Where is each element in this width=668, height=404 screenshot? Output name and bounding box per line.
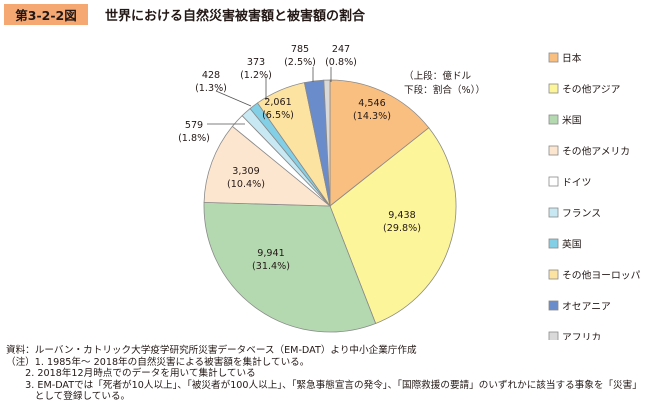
legend-swatch-2 [548,114,559,125]
figure-number-badge: 第3-2-2図 [4,4,88,25]
figure-title: 世界における自然災害被害額と被害額の割合 [105,9,366,24]
percent-label-7: (6.5%) [262,110,294,121]
unit-note-line2: 下段：割合（%）） [404,84,485,96]
percent-label-2: (31.4%) [252,261,290,272]
value-label-2: 9,941 [257,248,284,259]
value-label-0: 4,546 [358,98,385,109]
legend-label-5: フランス [562,208,601,220]
note-3: 3. EM-DATでは「死者が10人以上」、「被災者が100人以上」、「緊急事態… [6,379,642,391]
note-3-cont: として登録している。 [6,391,131,403]
pie-slice-3 [203,125,332,207]
legend-swatch-6 [548,238,559,249]
legend-label-8: オセアニア [562,301,611,313]
percent-label-0: (14.3%) [353,111,391,122]
value-label-6: 373 [247,57,265,68]
note-2: 2. 2018年12月時点でのデータを用いて集計している [6,368,256,380]
legend-label-6: 英国 [562,238,582,251]
legend-swatch-0 [548,52,559,63]
legend: 日本その他アジア米国その他アメリカドイツフランス英国その他ヨーロッパオセアニアア… [548,52,641,341]
legend-label-4: ドイツ [562,178,591,189]
legend-label-7: その他ヨーロッパ [562,269,641,282]
percent-label-8: (2.5%) [284,57,316,68]
pie-slice-9 [323,79,331,207]
value-label-9: 247 [332,44,350,55]
percent-label-1: (29.8%) [383,223,421,234]
percent-label-5: (1.3%) [195,83,227,94]
percent-label-6: (1.2%) [240,70,272,81]
legend-label-3: その他アメリカ [562,145,630,158]
value-label-3: 3,309 [232,166,259,177]
legend-swatch-5 [548,207,559,218]
leader-line-5 [215,90,252,107]
unit-note-line1: （上段：億ドル [404,70,472,82]
legend-swatch-4 [548,176,559,187]
value-label-7: 2,061 [264,97,291,108]
percent-label-3: (10.4%) [227,179,265,190]
value-label-1: 9,438 [388,210,415,221]
data-labels: 4,546 (14.3%) 9,438 (29.8%) 9,941 (31.4%) 3,30… [178,44,421,272]
legend-swatch-1 [548,83,559,94]
leader-lines [207,67,332,125]
value-label-4: 579 [185,120,203,131]
legend-swatch-8 [548,300,559,311]
pie-slices [203,79,457,333]
legend-label-1: その他アジア [562,83,621,96]
pie-slice-2 [203,201,377,333]
legend-label-2: 米国 [562,114,582,127]
percent-label-4: (1.8%) [178,133,210,144]
legend-label-0: 日本 [562,52,582,65]
legend-swatch-7 [548,269,559,280]
pie-chart: 4,546 (14.3%) 9,438 (29.8%) 9,941 (31.4%) 3,30… [178,44,641,341]
pie-slice-1 [329,127,457,324]
pie-slice-0 [329,79,430,207]
percent-label-9: (0.8%) [325,57,357,68]
legend-swatch-9 [548,331,559,340]
note-1: （注）1. 1985年～ 2018年の自然災害による被害額を集計している。 [6,356,310,368]
note-source: 資料：ルーバン・カトリック大学疫学研究所災害データベース（EM-DAT）より中小… [6,345,417,356]
legend-label-9: アフリカ [562,332,601,341]
legend-swatch-3 [548,145,559,156]
value-label-8: 785 [291,44,309,55]
source-notes: 資料：ルーバン・カトリック大学疫学研究所災害データベース（EM-DAT）より中小… [6,345,642,403]
value-label-5: 428 [202,70,220,81]
